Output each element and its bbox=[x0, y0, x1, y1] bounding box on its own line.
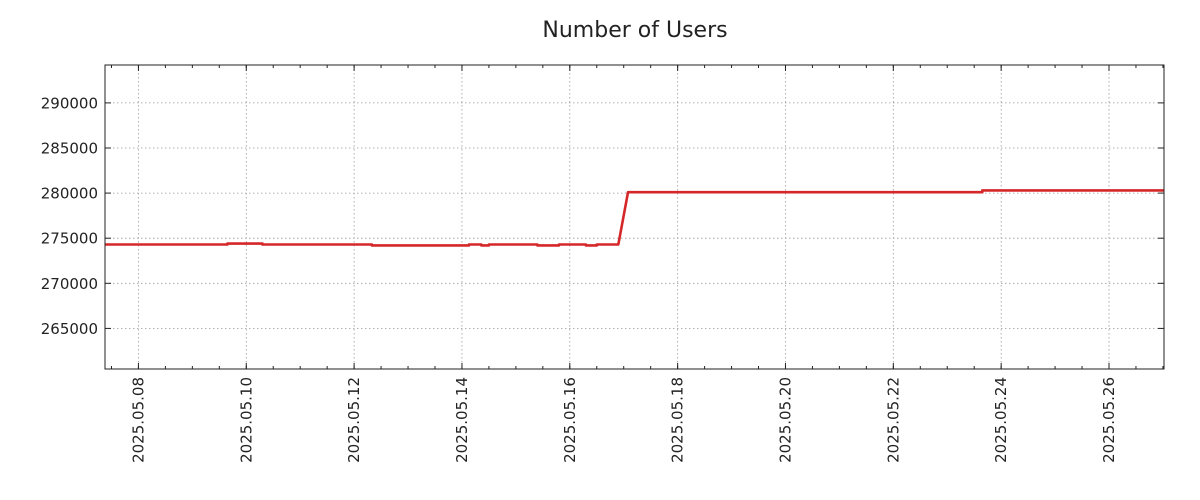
x-tick-label: 2025.05.12 bbox=[345, 377, 363, 463]
chart-title: Number of Users bbox=[542, 18, 727, 43]
y-tick-label: 275000 bbox=[41, 230, 98, 248]
x-tick-label: 2025.05.20 bbox=[776, 377, 794, 463]
series-layer bbox=[105, 189, 1164, 247]
y-tick-label: 265000 bbox=[41, 320, 98, 338]
axis-ticks bbox=[105, 65, 1164, 369]
x-tick-label: 2025.05.10 bbox=[237, 377, 255, 463]
grid-lines bbox=[105, 65, 1164, 369]
y-tick-label: 290000 bbox=[41, 94, 98, 112]
x-tick-label: 2025.05.18 bbox=[669, 377, 687, 463]
x-tick-label: 2025.05.22 bbox=[884, 377, 902, 463]
y-axis-tick-labels: 265000 270000 275000 280000 285000 290000 bbox=[41, 94, 98, 338]
x-tick-label: 2025.05.24 bbox=[992, 377, 1010, 463]
plot-frame bbox=[104, 64, 1165, 370]
x-tick-label: 2025.05.08 bbox=[129, 377, 147, 463]
x-tick-label: 2025.05.14 bbox=[453, 377, 471, 463]
x-axis-tick-labels: 2025.05.08 2025.05.10 2025.05.12 2025.05.14… bbox=[129, 377, 1118, 463]
series-line-users bbox=[105, 189, 1164, 247]
y-tick-label: 270000 bbox=[41, 275, 98, 293]
x-tick-label: 2025.05.26 bbox=[1100, 377, 1118, 463]
x-tick-label: 2025.05.16 bbox=[561, 377, 579, 463]
y-tick-label: 285000 bbox=[41, 139, 98, 157]
y-tick-label: 280000 bbox=[41, 185, 98, 203]
